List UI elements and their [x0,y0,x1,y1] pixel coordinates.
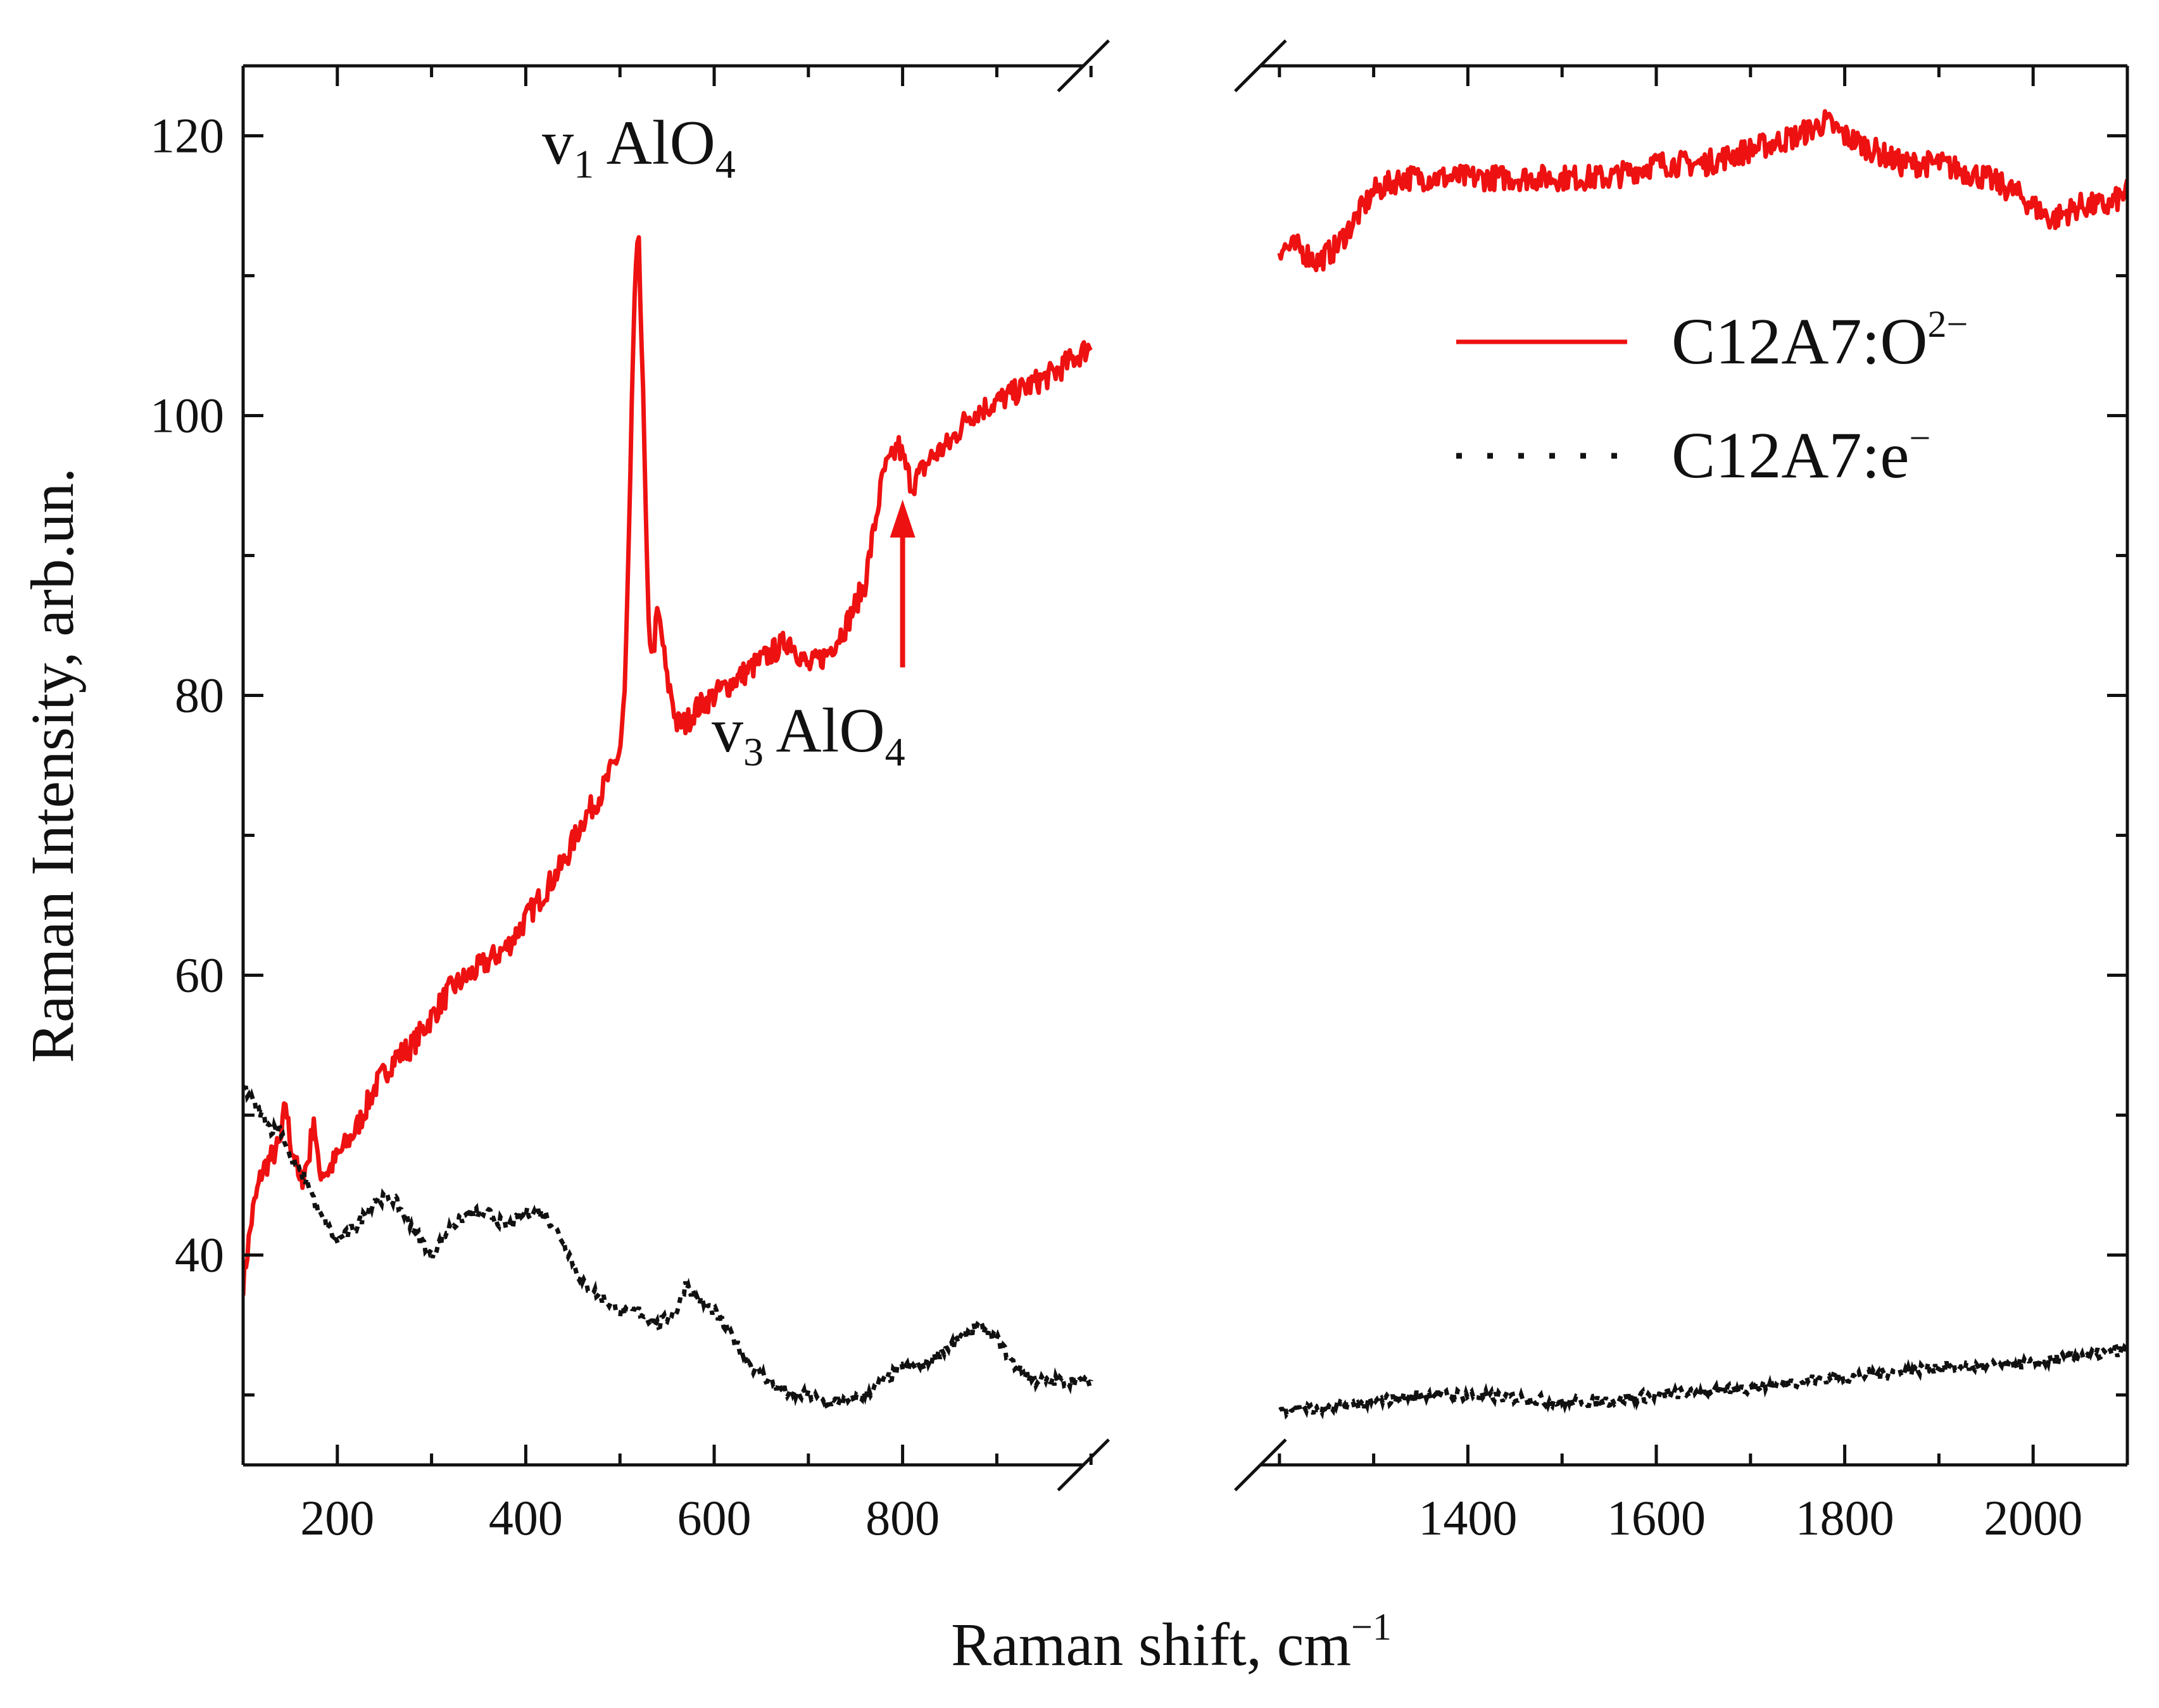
break-mark [1234,1438,1287,1491]
break-mark [1057,39,1110,92]
annotation-v3: v3 AlO4 [712,695,905,774]
series-line-segment [1277,109,2127,273]
break-mark [1234,39,1287,92]
x-tick-label: 1400 [1418,1490,1517,1545]
x-tick-label: 200 [300,1490,374,1545]
series-dotted-segment [1278,1343,2127,1421]
y-tick-label: 120 [150,108,224,163]
x-tick-label: 600 [677,1490,752,1545]
y-tick-label: 80 [175,668,224,723]
x-tick-label: 1800 [1796,1490,1894,1545]
axis-break [1057,39,1287,1491]
legend-label-c12a7-e: C12A7:e− [1671,417,1930,492]
plot-frame [241,64,2129,1467]
series-c12a7-o2 [243,109,2127,1296]
x-axis-title: Raman shift, cm−1 [951,1606,1392,1678]
series-dotted-segment [243,1084,1093,1413]
legend-label-c12a7-o2: C12A7:O2− [1671,303,1968,378]
series-layer [243,109,2127,1421]
peak-annotations: v1 AlO4 v3 AlO4 [542,108,916,774]
v3-arrow-head [890,499,916,538]
x-tick-label: 2000 [1984,1490,2082,1545]
annotation-v1: v1 AlO4 [542,108,736,187]
legend: C12A7:O2− C12A7:e− [1456,303,1968,492]
x-tick-label: 800 [865,1490,940,1545]
y-axis-title: Raman Intensity, arb.un. [18,468,86,1063]
series-line-segment [243,235,1093,1296]
axis-ticks: 200 400 600 800 1400 1600 1800 2000 40 60 80 100 120 [150,66,2127,1545]
x-tick-label: 1600 [1607,1490,1706,1545]
break-mark [1057,1438,1110,1491]
series-c12a7-e [243,1084,2127,1421]
x-tick-label: 400 [489,1490,563,1545]
y-tick-label: 40 [175,1228,224,1283]
y-tick-label: 100 [150,388,224,443]
y-tick-label: 60 [175,948,224,1003]
